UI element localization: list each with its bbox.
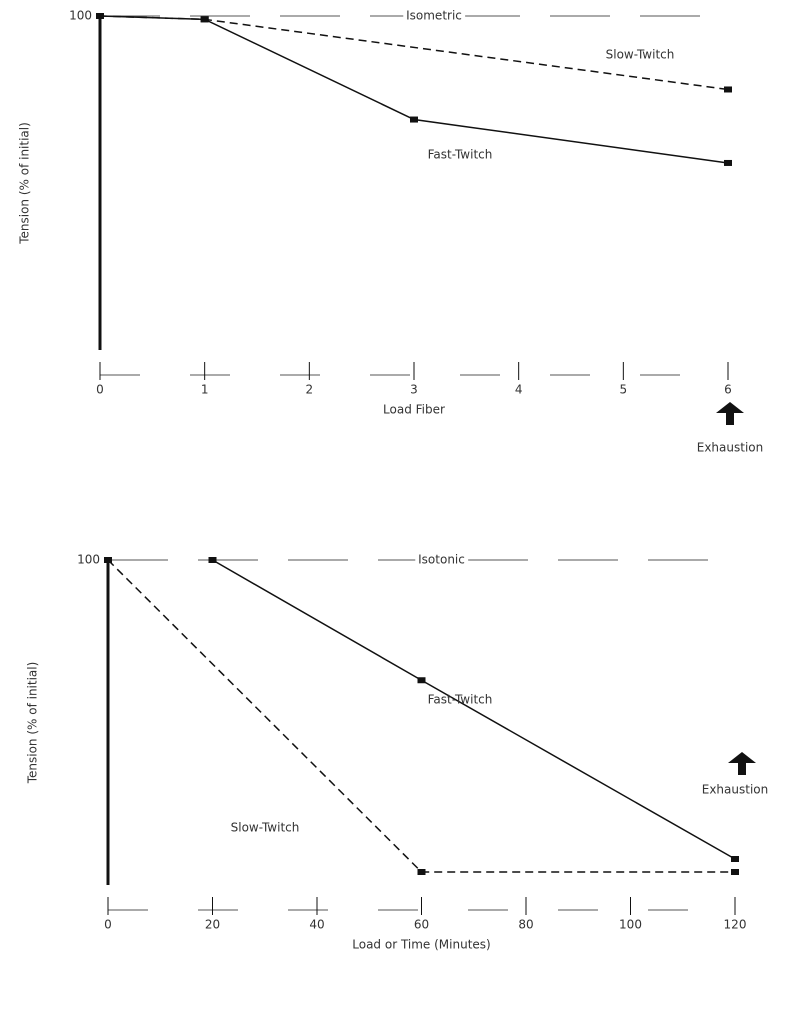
point: [410, 117, 418, 123]
x-axis-label: Load Fiber: [383, 403, 445, 417]
line: [108, 560, 735, 872]
annotation: Exhaustion: [697, 441, 764, 455]
x-tick-label: 2: [306, 383, 314, 397]
line: [100, 16, 728, 163]
point: [724, 160, 732, 166]
point: [104, 557, 112, 563]
y-axis-label: Tension (% of initial): [18, 122, 32, 245]
x-axis-label: Load or Time (Minutes): [352, 938, 490, 952]
series-label: Fast-Twitch: [428, 693, 493, 707]
y-tick-label: 100: [77, 553, 100, 567]
x-tick-label: 40: [309, 918, 324, 932]
line: [213, 560, 736, 859]
x-tick-label: 80: [518, 918, 533, 932]
page: Isometric Load Fiber Tension (% of initial…: [0, 0, 795, 1032]
chart-title: Isotonic: [418, 553, 465, 567]
x-tick-label: 6: [724, 383, 732, 397]
x-tick-label: 120: [724, 918, 747, 932]
x-tick-label: 0: [96, 383, 104, 397]
x-tick-label: 1: [201, 383, 209, 397]
arrow: [728, 752, 756, 775]
point: [201, 16, 209, 22]
x-tick-label: 60: [414, 918, 429, 932]
x-tick-label: 5: [620, 383, 628, 397]
series-label: Slow-Twitch: [606, 48, 675, 62]
point: [96, 13, 104, 19]
arrow: [716, 402, 744, 425]
x-tick-label: 100: [619, 918, 642, 932]
series-label: Slow-Twitch: [231, 821, 300, 835]
point: [418, 869, 426, 875]
y-tick-label: 100: [69, 9, 92, 23]
point: [724, 86, 732, 92]
chart-title: Isometric: [406, 9, 462, 23]
x-tick-label: 0: [104, 918, 112, 932]
series-label: Fast-Twitch: [428, 148, 493, 162]
y-axis-label: Tension (% of initial): [26, 662, 40, 785]
point: [731, 856, 739, 862]
x-tick-label: 4: [515, 383, 523, 397]
point: [209, 557, 217, 563]
annotation: Exhaustion: [702, 783, 769, 797]
point: [418, 677, 426, 683]
x-tick-label: 20: [205, 918, 220, 932]
point: [731, 869, 739, 875]
x-tick-label: 3: [410, 383, 418, 397]
